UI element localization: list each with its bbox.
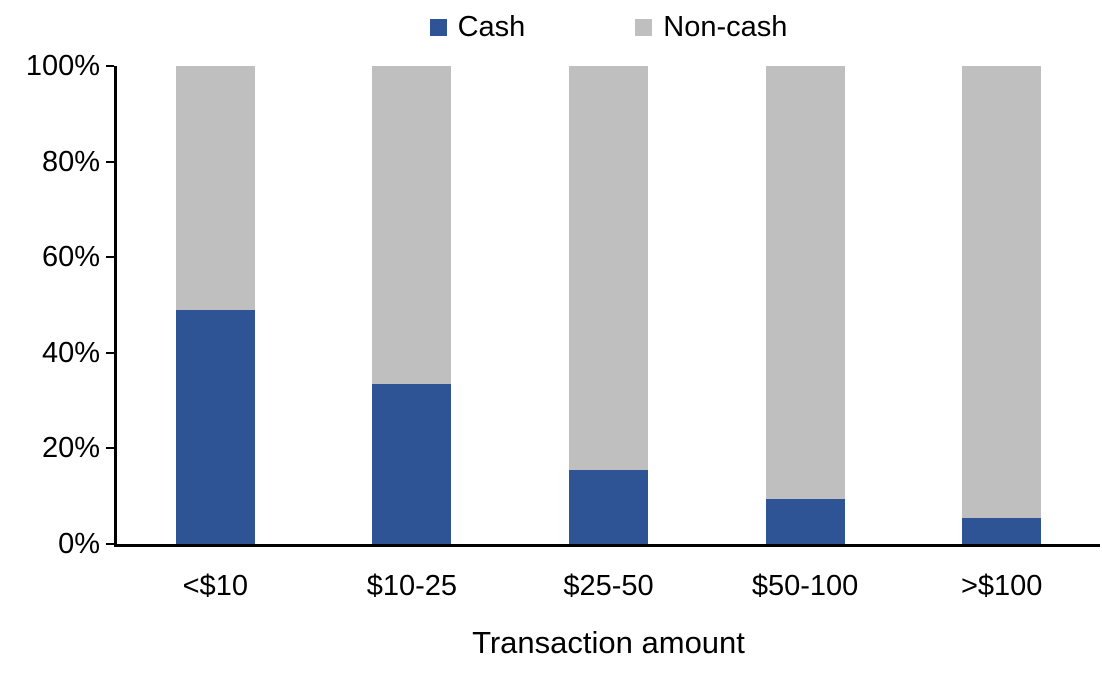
x-tick-label: $10-25 [366, 570, 458, 602]
y-tick-label: 0% [58, 528, 100, 560]
bar-segment-non-cash-1 [372, 66, 452, 384]
legend-item-cash: Cash [429, 10, 526, 43]
bar-segment-non-cash-2 [569, 66, 648, 470]
x-axis-title: Transaction amount [472, 625, 745, 660]
legend-item-non-cash: Non-cash [635, 10, 788, 43]
y-tick-label: 80% [41, 145, 100, 178]
bar-segment-non-cash-3 [765, 66, 845, 499]
bar-segment-cash-1 [372, 383, 452, 544]
y-tick-label: 60% [41, 241, 100, 274]
y-tick-label: 100% [25, 50, 100, 82]
plot-area [114, 66, 1100, 547]
bar-segment-cash-2 [569, 469, 648, 544]
legend-label-cash: Cash [457, 10, 526, 43]
x-tick-label: $50-100 [751, 570, 859, 602]
legend: Cash Non-cash [117, 6, 1100, 48]
y-tick-mark [106, 256, 114, 259]
y-tick-label: 40% [41, 336, 100, 369]
y-tick-mark [106, 543, 114, 545]
y-tick-mark [106, 351, 114, 354]
non-cash-legend-swatch-icon [635, 18, 653, 36]
bar-segment-cash-0 [175, 309, 255, 544]
bar-segment-cash-3 [765, 498, 845, 544]
y-tick-mark [106, 447, 114, 450]
bar-segment-non-cash-4 [962, 66, 1042, 518]
y-tick-mark [106, 160, 114, 163]
y-tick-label: 20% [41, 432, 100, 465]
bar-segment-non-cash-0 [175, 66, 255, 310]
x-tick-label: >$100 [960, 570, 1043, 602]
legend-label-non-cash: Non-cash [663, 10, 788, 43]
x-tick-label: <$10 [182, 570, 248, 602]
x-tick-label: $25-50 [563, 570, 654, 602]
y-tick-mark [106, 65, 114, 67]
bar-segment-cash-4 [962, 517, 1042, 544]
cash-legend-swatch-icon [429, 18, 447, 36]
